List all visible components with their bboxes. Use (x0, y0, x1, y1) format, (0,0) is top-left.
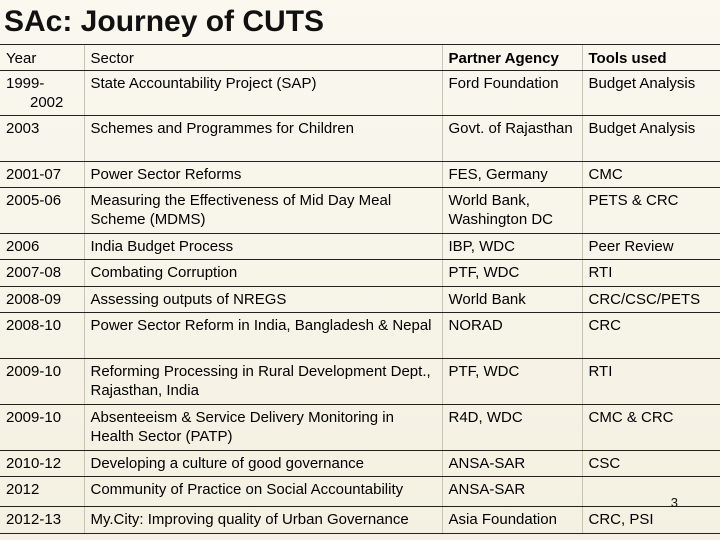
cell-year: 2008-09 (0, 286, 84, 313)
cell-tools: CRC/CSC/PETS (581, 286, 720, 313)
cell-sector: Developing a culture of good governance (83, 450, 442, 477)
cell-sector: Absenteeism & Service Delivery Monitorin… (83, 404, 442, 451)
cell-year: 2009-10 (0, 404, 84, 451)
cell-partner: Ford Foundation (441, 70, 582, 116)
cell-tools: CRC, PSI (581, 506, 720, 534)
cell-partner: World Bank, Washington DC (441, 187, 582, 234)
cell-partner: NORAD (441, 312, 582, 359)
table-header-row: Year Sector Partner Agency Tools used (0, 44, 720, 71)
table-row: 2009-10 Absenteeism & Service Delivery M… (0, 404, 720, 451)
cell-tools: CMC (581, 161, 720, 188)
cell-year: 2006 (0, 233, 84, 260)
cell-tools: PETS & CRC (581, 187, 720, 234)
page-number: 3 (670, 495, 678, 510)
cuts-journey-table: Year Sector Partner Agency Tools used 19… (0, 44, 720, 534)
cell-partner: Govt. of Rajasthan (441, 115, 582, 162)
table-row: 2003 Schemes and Programmes for Children… (0, 115, 720, 162)
header-partner-agency: Partner Agency (441, 44, 582, 71)
cell-partner: FES, Germany (441, 161, 582, 188)
table-row: 2001-07 Power Sector Reforms FES, German… (0, 161, 720, 188)
header-tools-used: Tools used (581, 44, 720, 71)
cell-year: 2009-10 (0, 358, 84, 405)
slide-title: SAc: Journey of CUTS (4, 5, 325, 38)
cell-year: 2001-07 (0, 161, 84, 188)
table-row: 2009-10 Reforming Processing in Rural De… (0, 358, 720, 405)
table-row: 2005-06 Measuring the Effectiveness of M… (0, 187, 720, 234)
cell-sector: Reforming Processing in Rural Developmen… (83, 358, 442, 405)
cell-partner: PTF, WDC (441, 358, 582, 405)
cell-tools: CRC (581, 312, 720, 359)
cell-partner: ANSA-SAR (441, 476, 582, 507)
cell-year: 2003 (0, 115, 84, 162)
cell-year: 1999- 2002 (0, 70, 84, 116)
table-row: 2007-08 Combating Corruption PTF, WDC RT… (0, 259, 720, 287)
cell-year: 2005-06 (0, 187, 84, 234)
cell-tools: RTI (581, 259, 720, 287)
cell-year: 2012-13 (0, 506, 84, 534)
header-year: Year (0, 44, 84, 71)
cell-sector: Power Sector Reform in India, Bangladesh… (83, 312, 442, 359)
cell-sector: Measuring the Effectiveness of Mid Day M… (83, 187, 442, 234)
cell-partner: PTF, WDC (441, 259, 582, 287)
table-row: 2006 India Budget Process IBP, WDC Peer … (0, 233, 720, 260)
cell-tools: Budget Analysis (581, 70, 720, 116)
cell-partner: ANSA-SAR (441, 450, 582, 477)
cell-partner: R4D, WDC (441, 404, 582, 451)
cell-sector: Combating Corruption (83, 259, 442, 287)
cell-sector: India Budget Process (83, 233, 442, 260)
cell-tools: CSC (581, 450, 720, 477)
cell-sector: Assessing outputs of NREGS (83, 286, 442, 313)
cell-sector: Schemes and Programmes for Children (83, 115, 442, 162)
table-row: 2012-13 My.City: Improving quality of Ur… (0, 506, 720, 534)
header-sector: Sector (83, 44, 442, 71)
table-row: 2012 Community of Practice on Social Acc… (0, 476, 720, 507)
cell-tools: Peer Review (581, 233, 720, 260)
cell-partner: World Bank (441, 286, 582, 313)
cell-sector: Power Sector Reforms (83, 161, 442, 188)
cell-year: 2012 (0, 476, 84, 507)
cell-partner: IBP, WDC (441, 233, 582, 260)
cell-tools: RTI (581, 358, 720, 405)
table-row: 2010-12 Developing a culture of good gov… (0, 450, 720, 477)
cell-year: 2008-10 (0, 312, 84, 359)
table-row: 2008-10 Power Sector Reform in India, Ba… (0, 312, 720, 359)
table-row: 1999- 2002 State Accountability Project … (0, 70, 720, 116)
cell-sector: My.City: Improving quality of Urban Gove… (83, 506, 442, 534)
year-start: 1999- (6, 75, 45, 92)
cell-tools: Budget Analysis (581, 115, 720, 162)
cell-sector: State Accountability Project (SAP) (83, 70, 442, 116)
cell-year: 2007-08 (0, 259, 84, 287)
year-end: 2002 (30, 94, 64, 111)
cell-partner: Asia Foundation (441, 506, 582, 534)
table-row: 2008-09 Assessing outputs of NREGS World… (0, 286, 720, 313)
cell-tools: CMC & CRC (581, 404, 720, 451)
cell-sector: Community of Practice on Social Accounta… (83, 476, 442, 507)
cell-year: 2010-12 (0, 450, 84, 477)
cell-tools (581, 476, 720, 507)
